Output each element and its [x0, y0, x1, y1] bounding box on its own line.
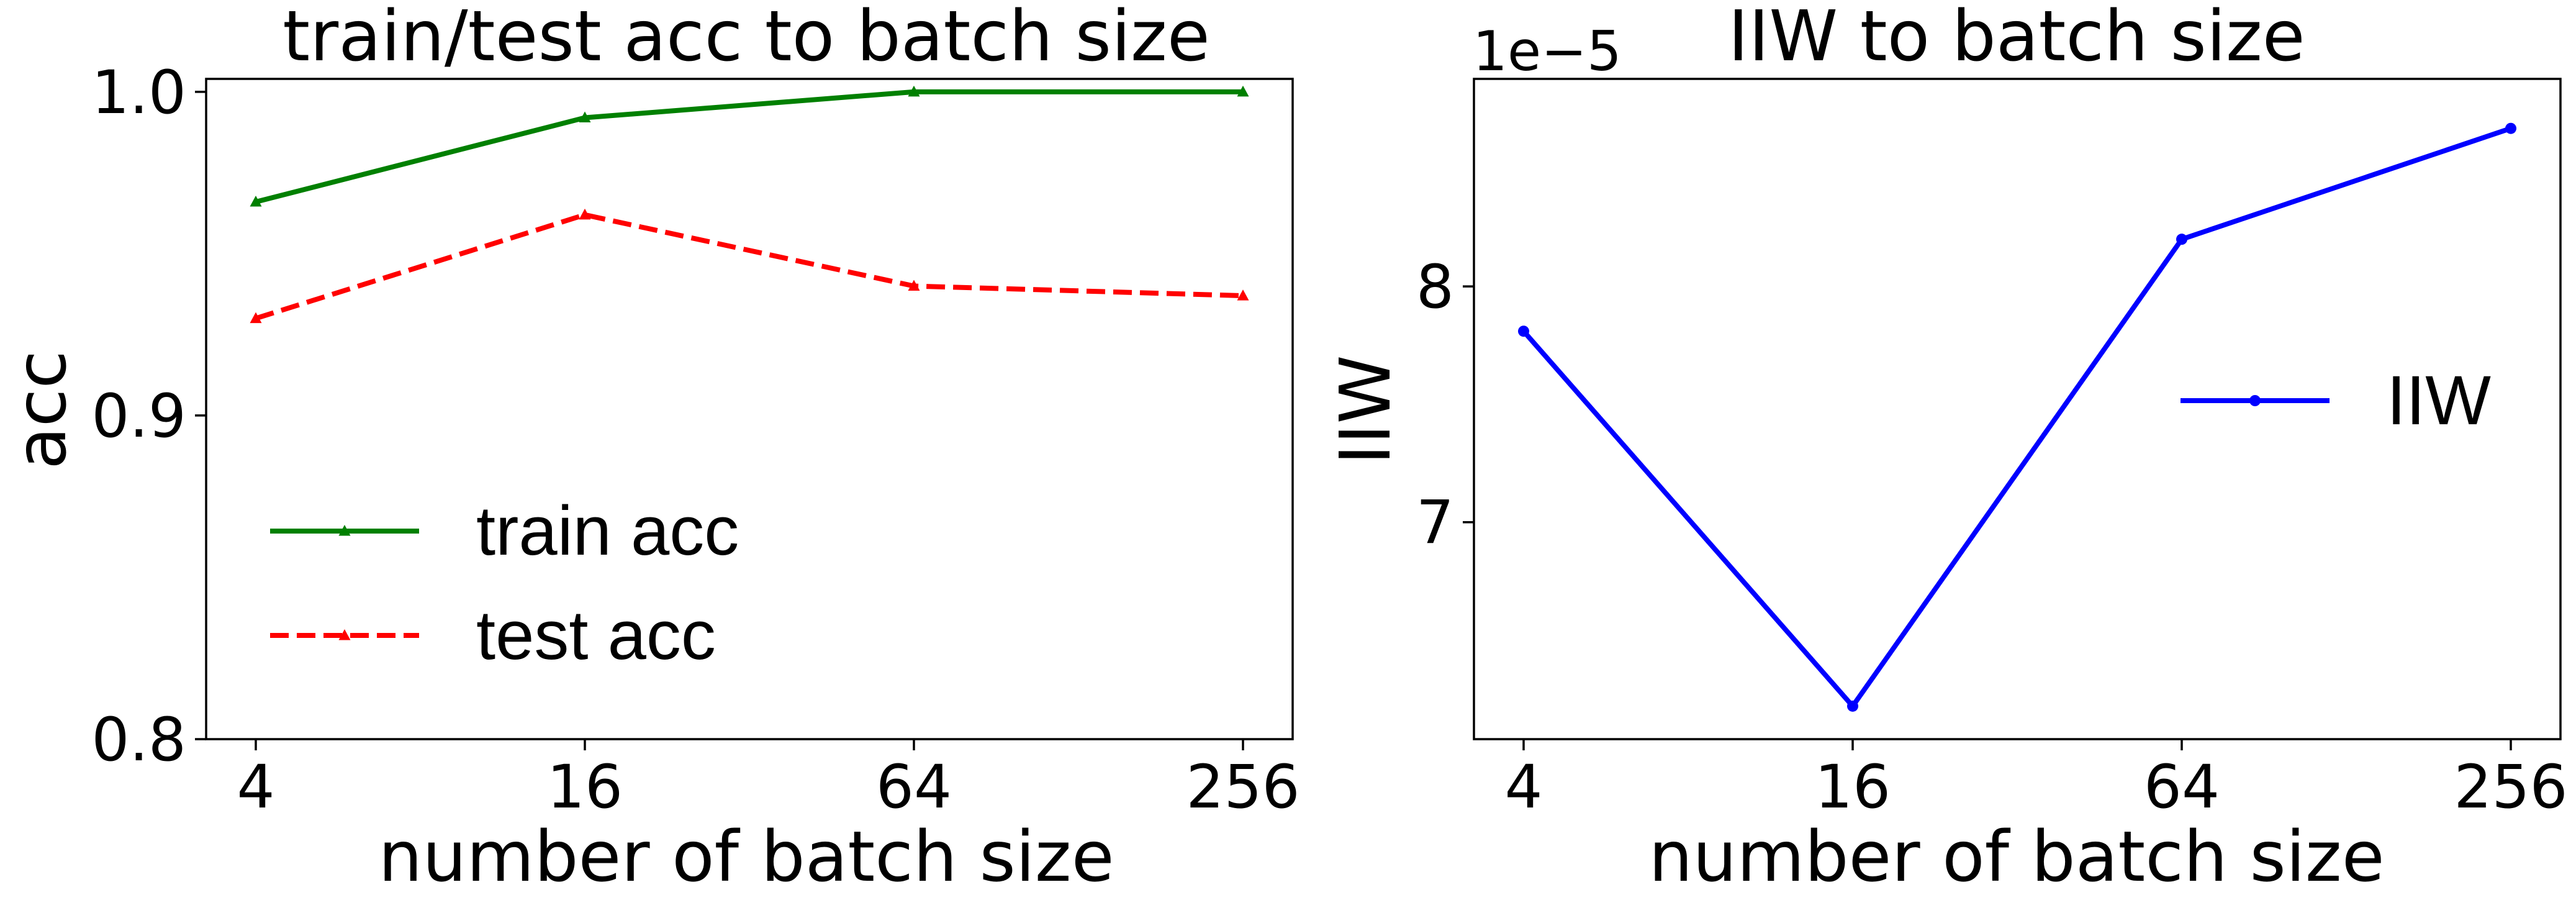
legend-label: IIW — [2387, 362, 2491, 439]
legend-label: test acc — [476, 596, 716, 674]
series-iiw — [1518, 122, 2516, 712]
data-point — [1237, 85, 1249, 97]
x-axis-title: number of batch size — [378, 817, 1114, 898]
plot-area — [1473, 78, 2562, 740]
y-ticks: 0.8 0.9 1.0 — [91, 58, 206, 775]
legend-item: test acc — [270, 596, 716, 674]
legend-item: IIW — [2181, 362, 2491, 439]
legend: IIW — [2181, 362, 2491, 439]
series-train-acc — [250, 85, 1249, 207]
chart-accuracy: train/test acc to batch size acc number … — [1, 0, 1300, 898]
chart-iiw: IIW to batch size 1e−5 IIW number of bat… — [1326, 0, 2568, 898]
x-ticks: 4 16 64 256 — [1504, 739, 2568, 822]
series-layer — [1518, 122, 2516, 712]
series-line — [1521, 125, 2512, 709]
data-point — [338, 629, 351, 640]
data-point — [250, 196, 262, 207]
data-point — [2176, 234, 2187, 245]
data-point — [908, 280, 920, 291]
data-point — [1518, 325, 1529, 337]
y-offset-label: 1e−5 — [1473, 19, 1622, 83]
data-point — [908, 85, 920, 97]
legend-item: train acc — [270, 492, 739, 570]
data-point — [1237, 289, 1249, 301]
data-point — [2505, 122, 2516, 134]
y-axis-title: acc — [1, 350, 82, 470]
series-line — [255, 212, 1244, 321]
data-point — [2249, 395, 2261, 406]
x-ticks: 4 16 64 256 — [237, 739, 1300, 822]
y-ticks: 78 — [1416, 252, 1474, 558]
x-tick-label: 256 — [1186, 752, 1299, 822]
x-tick-label: 16 — [547, 752, 623, 822]
x-tick-label: 64 — [2144, 752, 2220, 822]
data-point — [1847, 700, 1858, 712]
series-line — [255, 89, 1243, 204]
data-point — [579, 208, 591, 220]
legend: train acc test acc — [270, 492, 739, 674]
legend-label: train acc — [476, 492, 739, 570]
y-tick-label: 8 — [1416, 252, 1454, 322]
series-test-acc — [250, 208, 1249, 324]
x-tick-label: 4 — [237, 752, 274, 822]
x-tick-label: 64 — [876, 752, 952, 822]
x-tick-label: 256 — [2454, 752, 2567, 822]
data-point — [338, 525, 351, 536]
y-axis-title: IIW — [1326, 355, 1406, 465]
x-axis-title: number of batch size — [1648, 817, 2384, 898]
x-tick-label: 16 — [1815, 752, 1891, 822]
y-tick-label: 1.0 — [91, 58, 186, 127]
series-layer — [250, 85, 1249, 324]
plot-area — [205, 78, 1294, 740]
x-tick-label: 4 — [1504, 752, 1542, 822]
y-tick-label: 7 — [1416, 488, 1454, 558]
chart-title: IIW to batch size — [1728, 0, 2305, 77]
data-point — [250, 312, 262, 324]
y-tick-label: 0.8 — [91, 705, 186, 775]
chart-title: train/test acc to batch size — [282, 0, 1210, 77]
y-tick-label: 0.9 — [91, 381, 186, 451]
data-point — [579, 111, 591, 123]
